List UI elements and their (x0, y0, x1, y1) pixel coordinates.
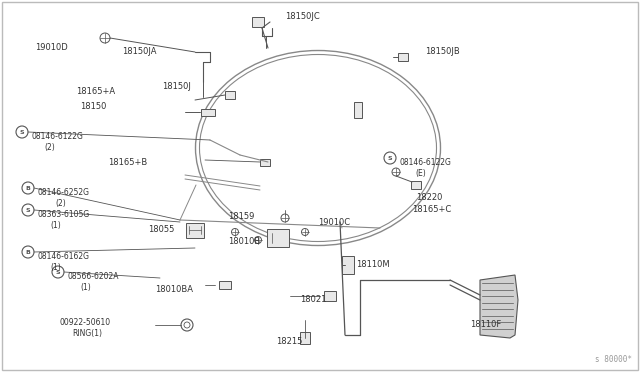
Text: (1): (1) (50, 263, 61, 272)
Bar (260, 158, 270, 166)
Text: 18215: 18215 (276, 337, 302, 346)
Text: 18150JA: 18150JA (122, 47, 157, 56)
Text: 18165+C: 18165+C (412, 205, 451, 214)
Text: S: S (26, 208, 30, 212)
Text: s 80000*: s 80000* (595, 355, 632, 364)
Text: S: S (20, 129, 24, 135)
Text: 19010C: 19010C (318, 218, 350, 227)
Text: 08146-6122G: 08146-6122G (32, 132, 84, 141)
Bar (411, 181, 421, 189)
Text: 08566-6202A: 08566-6202A (68, 272, 120, 281)
Text: 00922-50610: 00922-50610 (60, 318, 111, 327)
Text: 08146-6162G: 08146-6162G (38, 252, 90, 261)
Bar (354, 102, 362, 118)
Text: 18010BA: 18010BA (155, 285, 193, 294)
Text: 18150JB: 18150JB (425, 47, 460, 56)
Text: 08363-6105G: 08363-6105G (38, 210, 90, 219)
Text: 18150J: 18150J (162, 82, 191, 91)
Text: 18165+B: 18165+B (108, 158, 147, 167)
Bar (201, 109, 215, 115)
Text: (1): (1) (50, 221, 61, 230)
Text: 18220: 18220 (416, 193, 442, 202)
Text: 18055: 18055 (148, 225, 174, 234)
Bar (300, 332, 310, 344)
Text: (2): (2) (44, 143, 55, 152)
Text: 18159: 18159 (228, 212, 254, 221)
Bar (219, 281, 231, 289)
Text: B: B (26, 250, 31, 254)
Text: 19010D: 19010D (35, 43, 68, 52)
Bar (324, 291, 336, 301)
Text: 08146-6122G: 08146-6122G (400, 158, 452, 167)
Text: 18110M: 18110M (356, 260, 390, 269)
Text: B: B (26, 186, 31, 190)
Text: S: S (388, 155, 392, 160)
Bar (267, 229, 289, 247)
Text: 18165+A: 18165+A (76, 87, 115, 96)
Bar (398, 53, 408, 61)
Bar (342, 256, 354, 274)
Text: RING(1): RING(1) (72, 329, 102, 338)
Text: (E): (E) (415, 169, 426, 178)
Bar (186, 222, 204, 237)
Text: 18021: 18021 (300, 295, 326, 304)
Text: 18110F: 18110F (470, 320, 501, 329)
Text: 18010B: 18010B (228, 237, 260, 246)
Text: 18150: 18150 (80, 102, 106, 111)
Text: 08146-6252G: 08146-6252G (38, 188, 90, 197)
Text: (1): (1) (80, 283, 91, 292)
Text: S: S (56, 269, 60, 275)
Text: 18150JC: 18150JC (285, 12, 320, 21)
Text: (2): (2) (55, 199, 66, 208)
Bar (225, 91, 235, 99)
Polygon shape (480, 275, 518, 338)
Bar (252, 17, 264, 27)
